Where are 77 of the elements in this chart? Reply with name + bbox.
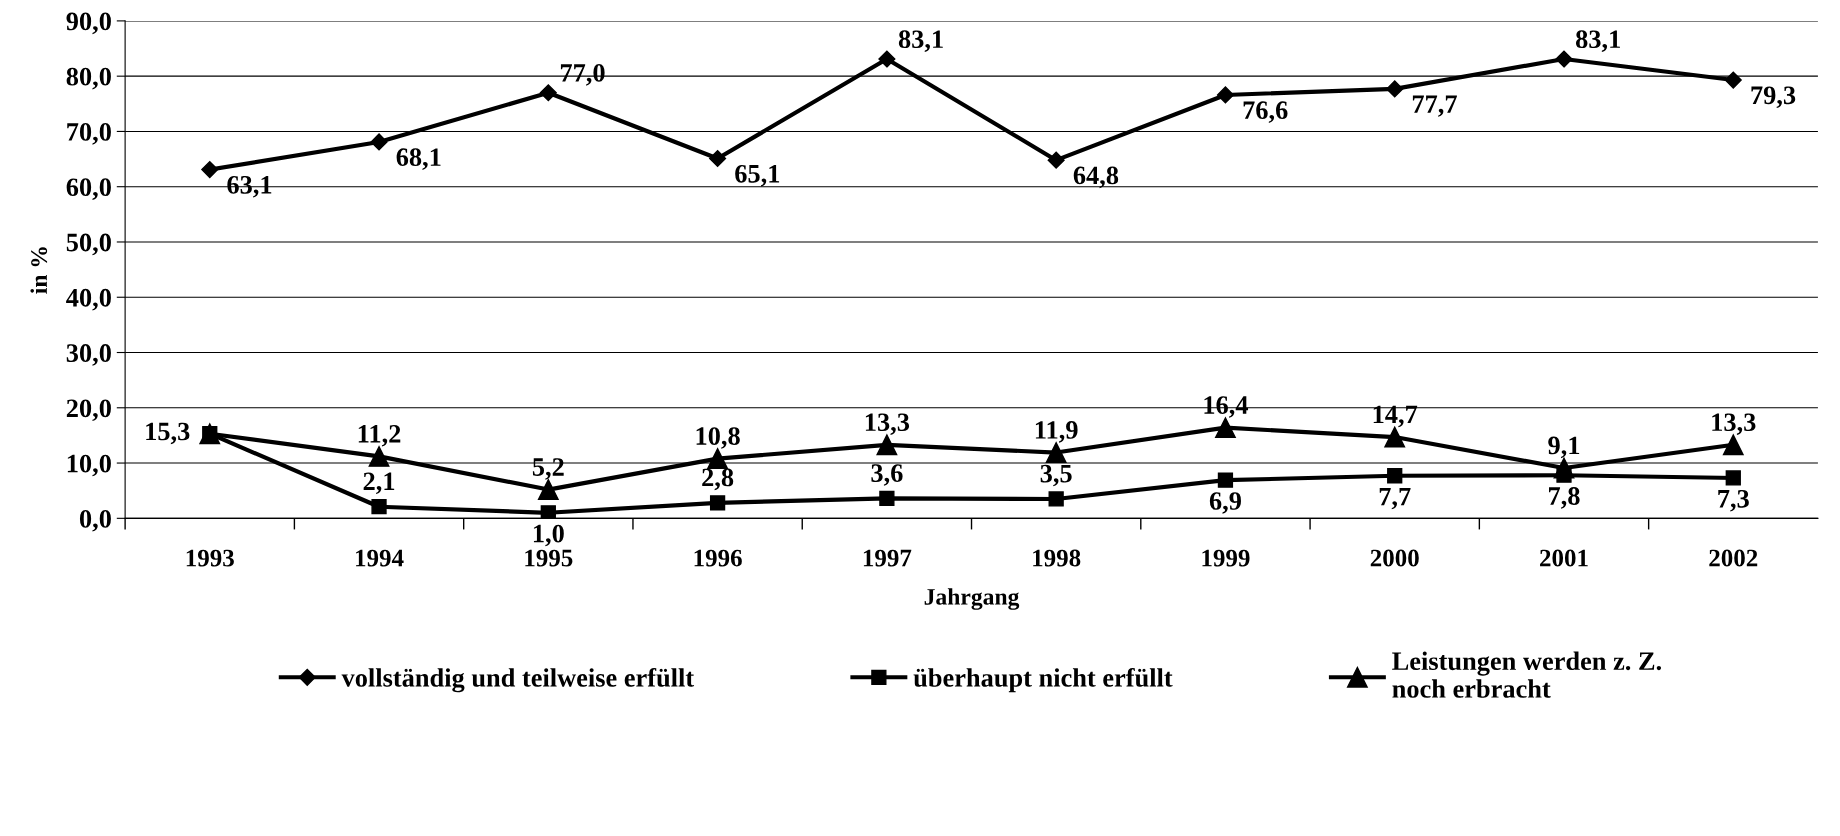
x-tick-label: 1994 [356, 549, 404, 567]
point [1722, 434, 1744, 456]
y-tick-label: 90,0 [66, 12, 111, 35]
data-label: 83,1 [898, 30, 943, 52]
point [876, 434, 898, 456]
y-tick-label: 0,0 [79, 509, 111, 532]
x-tick-label: 2001 [1540, 549, 1588, 567]
point [1216, 86, 1234, 104]
x-axis-title: Jahrgang [924, 588, 1020, 610]
point [1555, 50, 1573, 68]
point [709, 495, 726, 511]
y-tick-label: 50,0 [66, 233, 111, 256]
x-tick-label: 1998 [1033, 549, 1081, 567]
data-label: 64,8 [1073, 166, 1119, 189]
x-tick-label: 1996 [694, 549, 742, 567]
x-tick-label: 1995 [525, 549, 573, 567]
data-label: 3,6 [871, 464, 903, 486]
data-label: 77,7 [1412, 95, 1457, 117]
x-tick-label: 2002 [1709, 549, 1758, 567]
point [370, 133, 388, 151]
point [537, 479, 559, 500]
data-label: 14,7 [1373, 405, 1418, 428]
data-label: 15,3 [146, 422, 190, 445]
y-tick-label: 20,0 [66, 399, 111, 422]
x-tick-label: 1999 [1202, 549, 1250, 567]
point [1047, 151, 1065, 169]
point [879, 490, 895, 507]
data-label: 79,3 [1751, 86, 1796, 108]
point [539, 84, 557, 102]
point [201, 161, 219, 179]
point [1553, 457, 1575, 479]
data-label: 2,1 [363, 472, 395, 495]
data-label: 7,8 [1549, 487, 1580, 509]
point [709, 149, 727, 168]
data-label: 83,1 [1575, 30, 1620, 52]
point [1725, 470, 1741, 486]
data-label: 1,0 [533, 524, 564, 547]
data-label: 10,8 [696, 427, 740, 449]
point [1724, 71, 1742, 89]
point [878, 50, 896, 68]
point [1386, 80, 1404, 98]
point [1384, 426, 1406, 448]
data-label: 11,9 [1035, 421, 1078, 443]
point [1048, 491, 1064, 507]
data-label: 5,2 [532, 458, 564, 480]
y-tick-label: 70,0 [67, 123, 111, 145]
y-tick-label: 60,0 [66, 178, 111, 200]
legend-label: überhaupt nicht erfüllt [913, 667, 1173, 693]
legend-label: Leistungen werden z. Z. noch erbracht [1392, 651, 1662, 698]
y-tick-label: 10,0 [67, 454, 111, 477]
point [371, 499, 387, 515]
point [540, 505, 556, 519]
data-label: 65,1 [735, 164, 780, 187]
point [368, 446, 390, 467]
y-tick-label: 40,0 [66, 288, 111, 311]
y-tick-label: 30,0 [66, 344, 111, 366]
y-axis-title: in % [30, 247, 48, 294]
x-tick-label: 1993 [186, 549, 234, 567]
data-label: 11,2 [358, 424, 401, 447]
data-label: 7,7 [1379, 487, 1411, 510]
data-label: 68,1 [396, 148, 441, 170]
data-label: 2,8 [702, 468, 734, 491]
data-label: 13,3 [865, 413, 910, 435]
y-tick-label: 80,0 [66, 67, 111, 90]
point [1217, 472, 1234, 488]
data-label: 13,3 [1712, 413, 1756, 435]
point [1387, 468, 1403, 484]
legend-label: vollständig und teilweise erfüllt [341, 667, 695, 693]
data-label: 9,1 [1548, 436, 1580, 459]
x-tick-label: 2000 [1370, 549, 1419, 567]
point [1045, 442, 1067, 463]
data-label: 6,9 [1209, 492, 1241, 514]
data-label: 76,6 [1243, 101, 1288, 123]
data-label: 3,5 [1040, 464, 1072, 487]
x-tick-label: 1997 [863, 549, 912, 567]
point [1215, 417, 1236, 439]
data-label: 7,3 [1718, 489, 1749, 512]
